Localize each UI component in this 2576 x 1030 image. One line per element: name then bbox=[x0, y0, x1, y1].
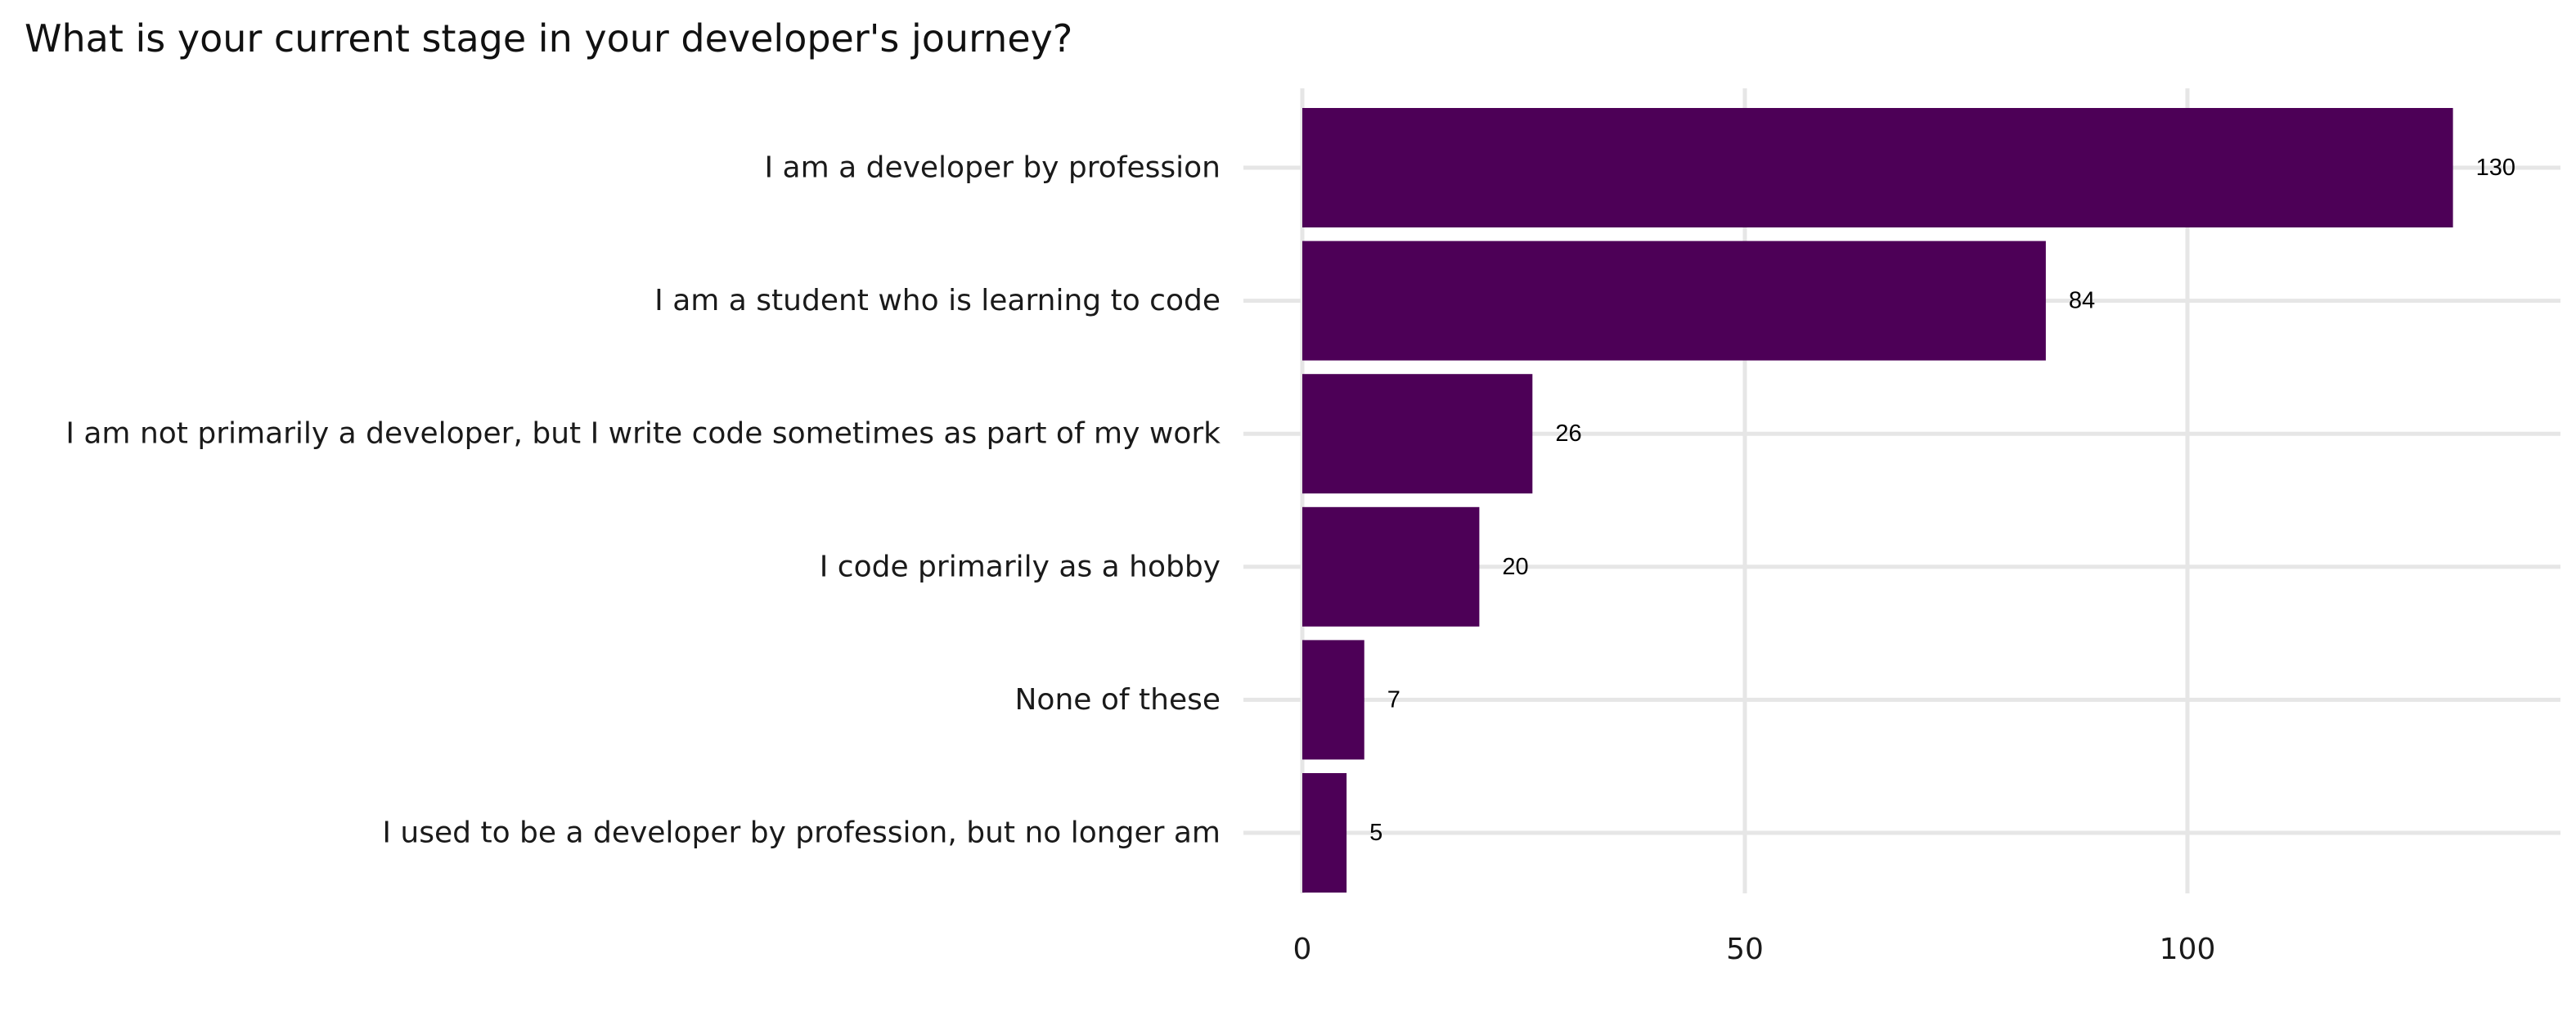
x-tick-label: 50 bbox=[1726, 933, 1764, 966]
data-label: 26 bbox=[1555, 421, 1581, 447]
bars bbox=[1302, 108, 2453, 893]
category-label: I am a student who is learning to code bbox=[654, 284, 1221, 317]
category-label: I am a developer by profession bbox=[764, 151, 1221, 185]
category-label: None of these bbox=[1015, 683, 1221, 717]
chart-title: What is your current stage in your devel… bbox=[25, 16, 1072, 61]
data-label: 5 bbox=[1369, 820, 1382, 846]
category-label: I code primarily as a hobby bbox=[820, 550, 1221, 583]
x-tick-label: 0 bbox=[1293, 933, 1312, 966]
category-label: I used to be a developer by profession, … bbox=[382, 816, 1221, 850]
data-label: 84 bbox=[2069, 288, 2095, 314]
data-label: 20 bbox=[1502, 554, 1528, 580]
category-labels: I am a developer by profession I am a stu… bbox=[65, 151, 1221, 850]
bar bbox=[1302, 241, 2046, 361]
data-label: 7 bbox=[1387, 686, 1400, 713]
bar bbox=[1302, 108, 2453, 227]
bar bbox=[1302, 374, 1533, 494]
x-tick-label: 100 bbox=[2160, 933, 2216, 966]
x-tick-labels: 0 50 100 bbox=[1293, 933, 2216, 966]
data-labels: 130 84 26 20 7 5 bbox=[1369, 155, 2515, 846]
bar bbox=[1302, 506, 1480, 627]
bar bbox=[1302, 640, 1364, 760]
data-label: 130 bbox=[2476, 155, 2515, 181]
bar bbox=[1302, 773, 1347, 893]
category-label: I am not primarily a developer, but I wr… bbox=[65, 417, 1221, 451]
